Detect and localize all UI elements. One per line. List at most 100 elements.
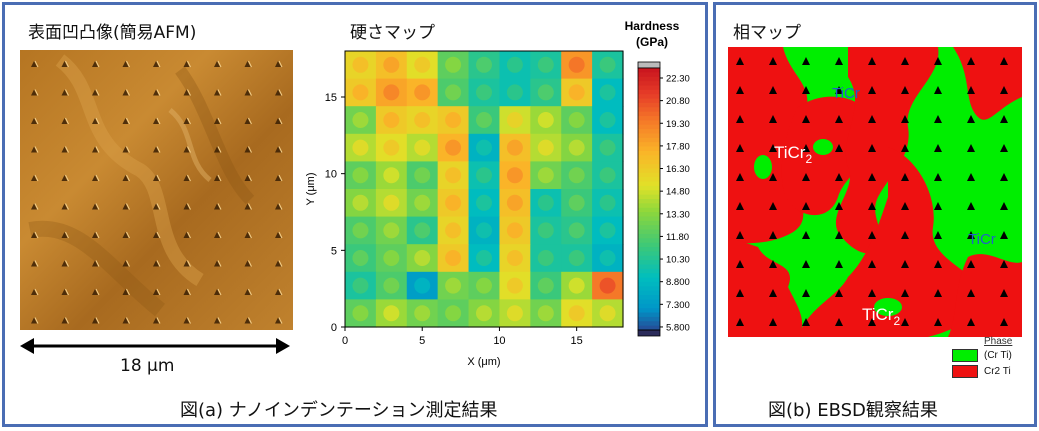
colorbar-tick-label: 22.30 [666,74,690,85]
indent-point [445,56,462,73]
indent-mark [275,146,281,153]
indent-mark [92,203,98,210]
colorbar-segment [638,190,660,196]
colorbar-segment [638,220,660,226]
x-tick-label: 10 [493,335,505,347]
colorbar-segment [638,281,660,287]
ebsd-indent-mark [934,144,942,152]
indent-mark [275,260,281,267]
afm-image [20,50,293,330]
indent-mark [61,289,68,295]
indent-mark [61,61,68,67]
indent-point [568,112,585,128]
indent-mark [244,317,251,324]
indent-mark [153,289,159,295]
indent-point [352,250,369,266]
indent-point [383,56,400,73]
ebsd-indent-mark [802,260,810,268]
colorbar-segment [638,107,660,113]
panel-b-frame [713,2,1037,427]
indent-mark [275,317,281,324]
indent-mark [61,260,68,267]
indent-mark [153,89,159,96]
ebsd-indent-mark [736,231,744,239]
indent-highlight [156,231,161,239]
indent-mark [214,89,220,96]
indent-mark [183,260,190,267]
ebsd-indent-mark [934,115,942,123]
indent-point [445,112,462,128]
indent-mark [122,89,129,96]
colorbar-segment [638,321,660,327]
colorbar-segment [638,150,660,156]
indent-highlight [65,174,69,182]
indent-highlight [95,288,100,296]
legend-item-cr2ti: Cr2 Ti [952,365,1012,378]
indent-point [568,277,585,294]
indent-mark [92,61,98,67]
indent-mark [275,118,281,124]
colorbar-segment [638,185,660,191]
colorbar-segment [638,68,660,73]
indent-highlight [65,89,69,96]
colorbar-segment [638,238,660,244]
colorbar-segment [638,299,660,305]
colorbar-segment [638,251,660,257]
x-tick-label: 0 [342,335,348,347]
indent-highlight [217,203,222,210]
y-tick-label: 5 [331,245,337,257]
colorbar-segment [638,164,660,169]
indent-mark [183,232,190,238]
indent-mark [31,317,37,324]
indent-highlight [187,89,191,96]
colorbar-segment [638,268,660,274]
scale-label: 18 μm [120,356,175,376]
indent-highlight [95,203,100,210]
indent-point [599,167,616,184]
indent-mark [214,118,220,124]
indent-point [568,56,585,73]
ebsd-indent-mark [769,260,777,268]
indent-point [445,194,462,211]
indent-highlight [34,203,39,210]
indent-highlight [248,203,252,210]
hardness-chart: 0 5 10 15 0 5 10 15 X (μm) Y (μm) Hardness (GPa) 22… [305,19,690,368]
indent-point [599,112,616,128]
label-ticr-1: TiCr [832,85,860,102]
indent-point [537,277,554,294]
indent-point [445,84,462,101]
indent-highlight [248,89,252,96]
indent-point [352,139,369,156]
indent-point [599,250,616,266]
indent-highlight [156,60,161,68]
indent-highlight [187,60,191,68]
indent-highlight [217,317,222,324]
indent-point [476,56,492,73]
y-tick-label: 0 [331,322,337,334]
indent-mark [122,61,129,67]
indent-highlight [95,260,100,267]
colorbar-segment [638,120,660,126]
indent-mark [183,317,190,324]
indent-highlight [278,174,283,182]
colorbar-tick-label: 17.80 [666,141,690,152]
colorbar-segment [638,277,660,283]
ebsd-indent-mark [835,86,843,94]
ebsd-indent-mark [835,173,843,181]
indent-highlight [95,231,100,239]
indent-mark [153,260,159,267]
indent-point [568,222,585,239]
colorbar-segment [638,199,660,204]
ebsd-indent-mark [835,318,843,326]
colorbar-tick-label: 14.80 [666,187,690,198]
ebsd-indent-mark [769,115,777,123]
indent-point [506,56,523,73]
indent-mark [214,175,220,181]
indent-mark [153,317,159,324]
indent-mark [31,61,37,67]
colorbar-segment [638,233,660,239]
indent-point [352,222,369,239]
indent-highlight [217,60,222,68]
colorbar-segment [638,286,660,292]
indent-mark [92,260,98,267]
